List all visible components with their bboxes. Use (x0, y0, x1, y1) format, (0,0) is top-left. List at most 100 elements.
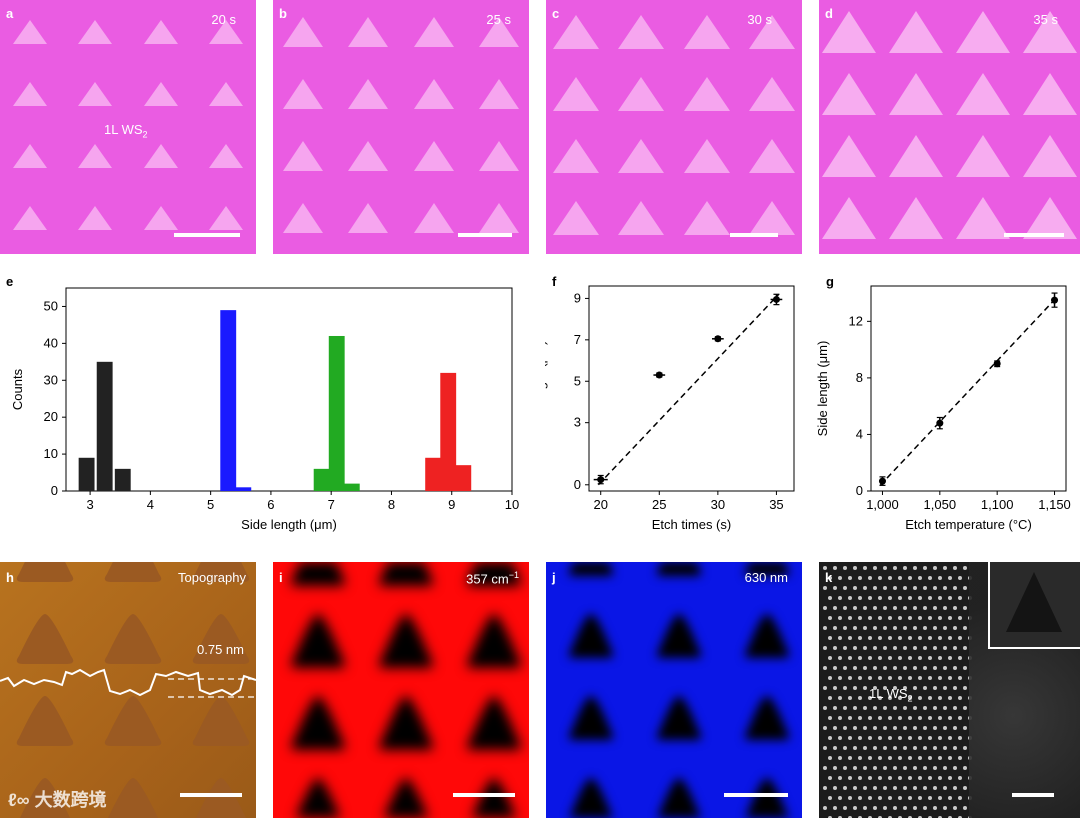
panel-i-raman: i 357 cm−1 (273, 562, 529, 818)
atom-dot (843, 786, 847, 790)
triangle-domain (744, 614, 790, 658)
atom-dot (893, 626, 897, 630)
ws2-triangle (1022, 135, 1077, 177)
panel-h-afm: h Topography 0.75 nm ℓ∞ 大数跨境 (0, 562, 256, 818)
atom-dot (848, 816, 852, 818)
ws2-triangle (888, 197, 943, 239)
panel-d-optical: d 35 s (819, 0, 1080, 254)
atom-dot (898, 616, 902, 620)
x-axis-title: Side length (μm) (241, 517, 337, 532)
ws2-triangle (749, 77, 796, 111)
atom-dot (898, 656, 902, 660)
atom-dot (933, 586, 937, 590)
atom-dot (843, 626, 847, 630)
atom-dot (853, 746, 857, 750)
atom-dot (858, 776, 862, 780)
triangle-domain (383, 778, 429, 818)
atom-dot (928, 696, 932, 700)
atom-dot (923, 786, 927, 790)
atom-dot (958, 696, 962, 700)
atom-dot (868, 756, 872, 760)
atom-dot (853, 646, 857, 650)
fit-line (597, 293, 780, 486)
y-tick-label: 3 (574, 415, 581, 430)
triangle-domain (466, 562, 522, 586)
ws2-triangle (618, 15, 665, 49)
panel-label: i (279, 570, 283, 585)
atom-dot (878, 596, 882, 600)
ws2-triangle (618, 77, 665, 111)
atom-dot (933, 626, 937, 630)
histogram-bar (455, 465, 472, 491)
atom-dot (938, 636, 942, 640)
ws2-triangle (553, 139, 599, 173)
atom-dot (888, 576, 892, 580)
atom-dot (918, 696, 922, 700)
atom-dot (853, 626, 857, 630)
atom-dot (953, 786, 957, 790)
atom-dot (848, 736, 852, 740)
atom-dot (868, 816, 872, 818)
atom-dot (928, 616, 932, 620)
x-tick-label: 1,050 (924, 497, 957, 512)
atom-dot (943, 786, 947, 790)
panel-a-optical: a 20 s 1L WS2 (0, 0, 256, 254)
atom-dot (863, 646, 867, 650)
panel-label: j (552, 570, 556, 585)
triangle-layer (16, 562, 250, 818)
x-tick-label: 8 (388, 497, 395, 512)
atom-dot (823, 566, 827, 570)
scale-bar (1004, 233, 1064, 237)
atom-dot (868, 596, 872, 600)
atom-dot (853, 586, 857, 590)
watermark-text: 大数跨境 (34, 790, 107, 810)
triangle-domain (107, 778, 159, 818)
atom-dot (853, 606, 857, 610)
triangle-domain (16, 562, 74, 582)
triangle-domain (568, 778, 614, 818)
ws2-triangle (348, 17, 389, 47)
x-tick-label: 25 (652, 497, 666, 512)
atom-dot (963, 646, 967, 650)
x-tick-label: 3 (86, 497, 93, 512)
triangle-domain (104, 696, 162, 746)
atom-dot (903, 746, 907, 750)
ws2-triangle (209, 82, 244, 106)
atom-dot (948, 816, 952, 818)
atom-dot (913, 726, 917, 730)
atom-dot (913, 706, 917, 710)
atom-dot (898, 816, 902, 818)
atom-dot (833, 606, 837, 610)
atom-dot (948, 736, 952, 740)
triangle-domain (656, 778, 702, 818)
atom-dot (958, 596, 962, 600)
atom-dot (823, 786, 827, 790)
atom-dot (873, 586, 877, 590)
atom-dot (873, 646, 877, 650)
atom-dot (883, 766, 887, 770)
triangle-domain (378, 614, 434, 668)
atom-dot (903, 566, 907, 570)
atom-dot (963, 766, 967, 770)
ws2-triangle (1022, 73, 1077, 115)
atom-dot (958, 736, 962, 740)
atom-dot (868, 656, 872, 660)
triangle-layer (568, 562, 790, 818)
atom-dot (893, 806, 897, 810)
triangle-domain (16, 696, 74, 746)
atom-dot (833, 566, 837, 570)
atom-dot (848, 756, 852, 760)
atom-dot (858, 756, 862, 760)
time-label: 25 s (486, 12, 511, 27)
atom-dot (898, 796, 902, 800)
atom-dot (853, 766, 857, 770)
histogram-bar (96, 361, 113, 491)
atom-dot (858, 616, 862, 620)
atom-dot (928, 676, 932, 680)
atom-dot (858, 576, 862, 580)
ws2-triangle (413, 17, 454, 47)
y-tick-label: 50 (44, 298, 58, 313)
atom-dot (823, 726, 827, 730)
atom-dot (888, 816, 892, 818)
atom-dot (823, 746, 827, 750)
